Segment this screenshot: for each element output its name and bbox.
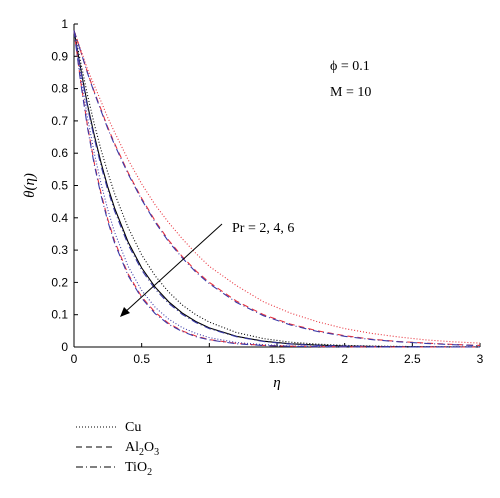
x-tick-label: 2 — [341, 352, 348, 366]
x-tick-label: 2.5 — [404, 352, 421, 366]
x-tick-label: 1.5 — [269, 352, 286, 366]
x-tick-label: 0.5 — [133, 352, 150, 366]
y-tick-label: 0.6 — [51, 146, 68, 160]
m-annotation: M = 10 — [330, 85, 371, 100]
y-tick-label: 0.7 — [51, 114, 68, 128]
x-tick-label: 1 — [206, 352, 213, 366]
y-axis-label: θ(η) — [22, 173, 38, 198]
phi-annotation: ϕ = 0.1 — [330, 59, 370, 74]
y-tick-label: 0 — [61, 340, 68, 354]
annotations: ϕ = 0.1 M = 10 Pr = 2, 4, 6 — [120, 59, 371, 317]
legend-label-cu: Cu — [125, 420, 141, 435]
y-tick-label: 0.3 — [51, 243, 68, 257]
series-line-pr4-cu — [73, 30, 481, 348]
series-line-pr6-tio2 — [73, 30, 480, 348]
series-line-pr4-al2o3 — [73, 30, 480, 348]
series-line-pr6-al2o3 — [73, 30, 480, 348]
y-tick-label: 0.2 — [51, 275, 68, 289]
pr-arrow-line — [123, 223, 223, 314]
x-tick-label: 3 — [477, 352, 484, 366]
series-line-pr4-tio2 — [73, 30, 481, 348]
series-layer — [73, 30, 481, 348]
pr-arrow-head — [120, 307, 130, 317]
axes: 0 0.5 1 1.5 2 2.5 3 0 0.1 0.2 0.3 0.4 0.5 0.6 0.7 0.8 0.… — [22, 17, 484, 391]
y-tick-label: 1 — [61, 17, 68, 31]
x-tick-label: 0 — [71, 352, 78, 366]
legend-label-tio2: TiO2 — [125, 460, 152, 478]
y-tick-label: 0.5 — [51, 179, 68, 193]
series-line-pr6-cu — [73, 30, 480, 348]
x-axis-label: η — [273, 375, 280, 391]
y-tick-label: 0.8 — [51, 82, 68, 96]
pr-annotation: Pr = 2, 4, 6 — [232, 221, 294, 236]
series-line-pr2-cu — [73, 30, 481, 344]
y-tick-label: 0.9 — [51, 49, 68, 63]
y-tick-label: 0.1 — [51, 308, 68, 322]
y-tick-label: 0.4 — [51, 211, 68, 225]
legend: Cu Al2O3 TiO2 — [76, 420, 159, 478]
series-line-pr2-tio2 — [73, 30, 481, 347]
legend-label-al2o3: Al2O3 — [125, 440, 159, 458]
